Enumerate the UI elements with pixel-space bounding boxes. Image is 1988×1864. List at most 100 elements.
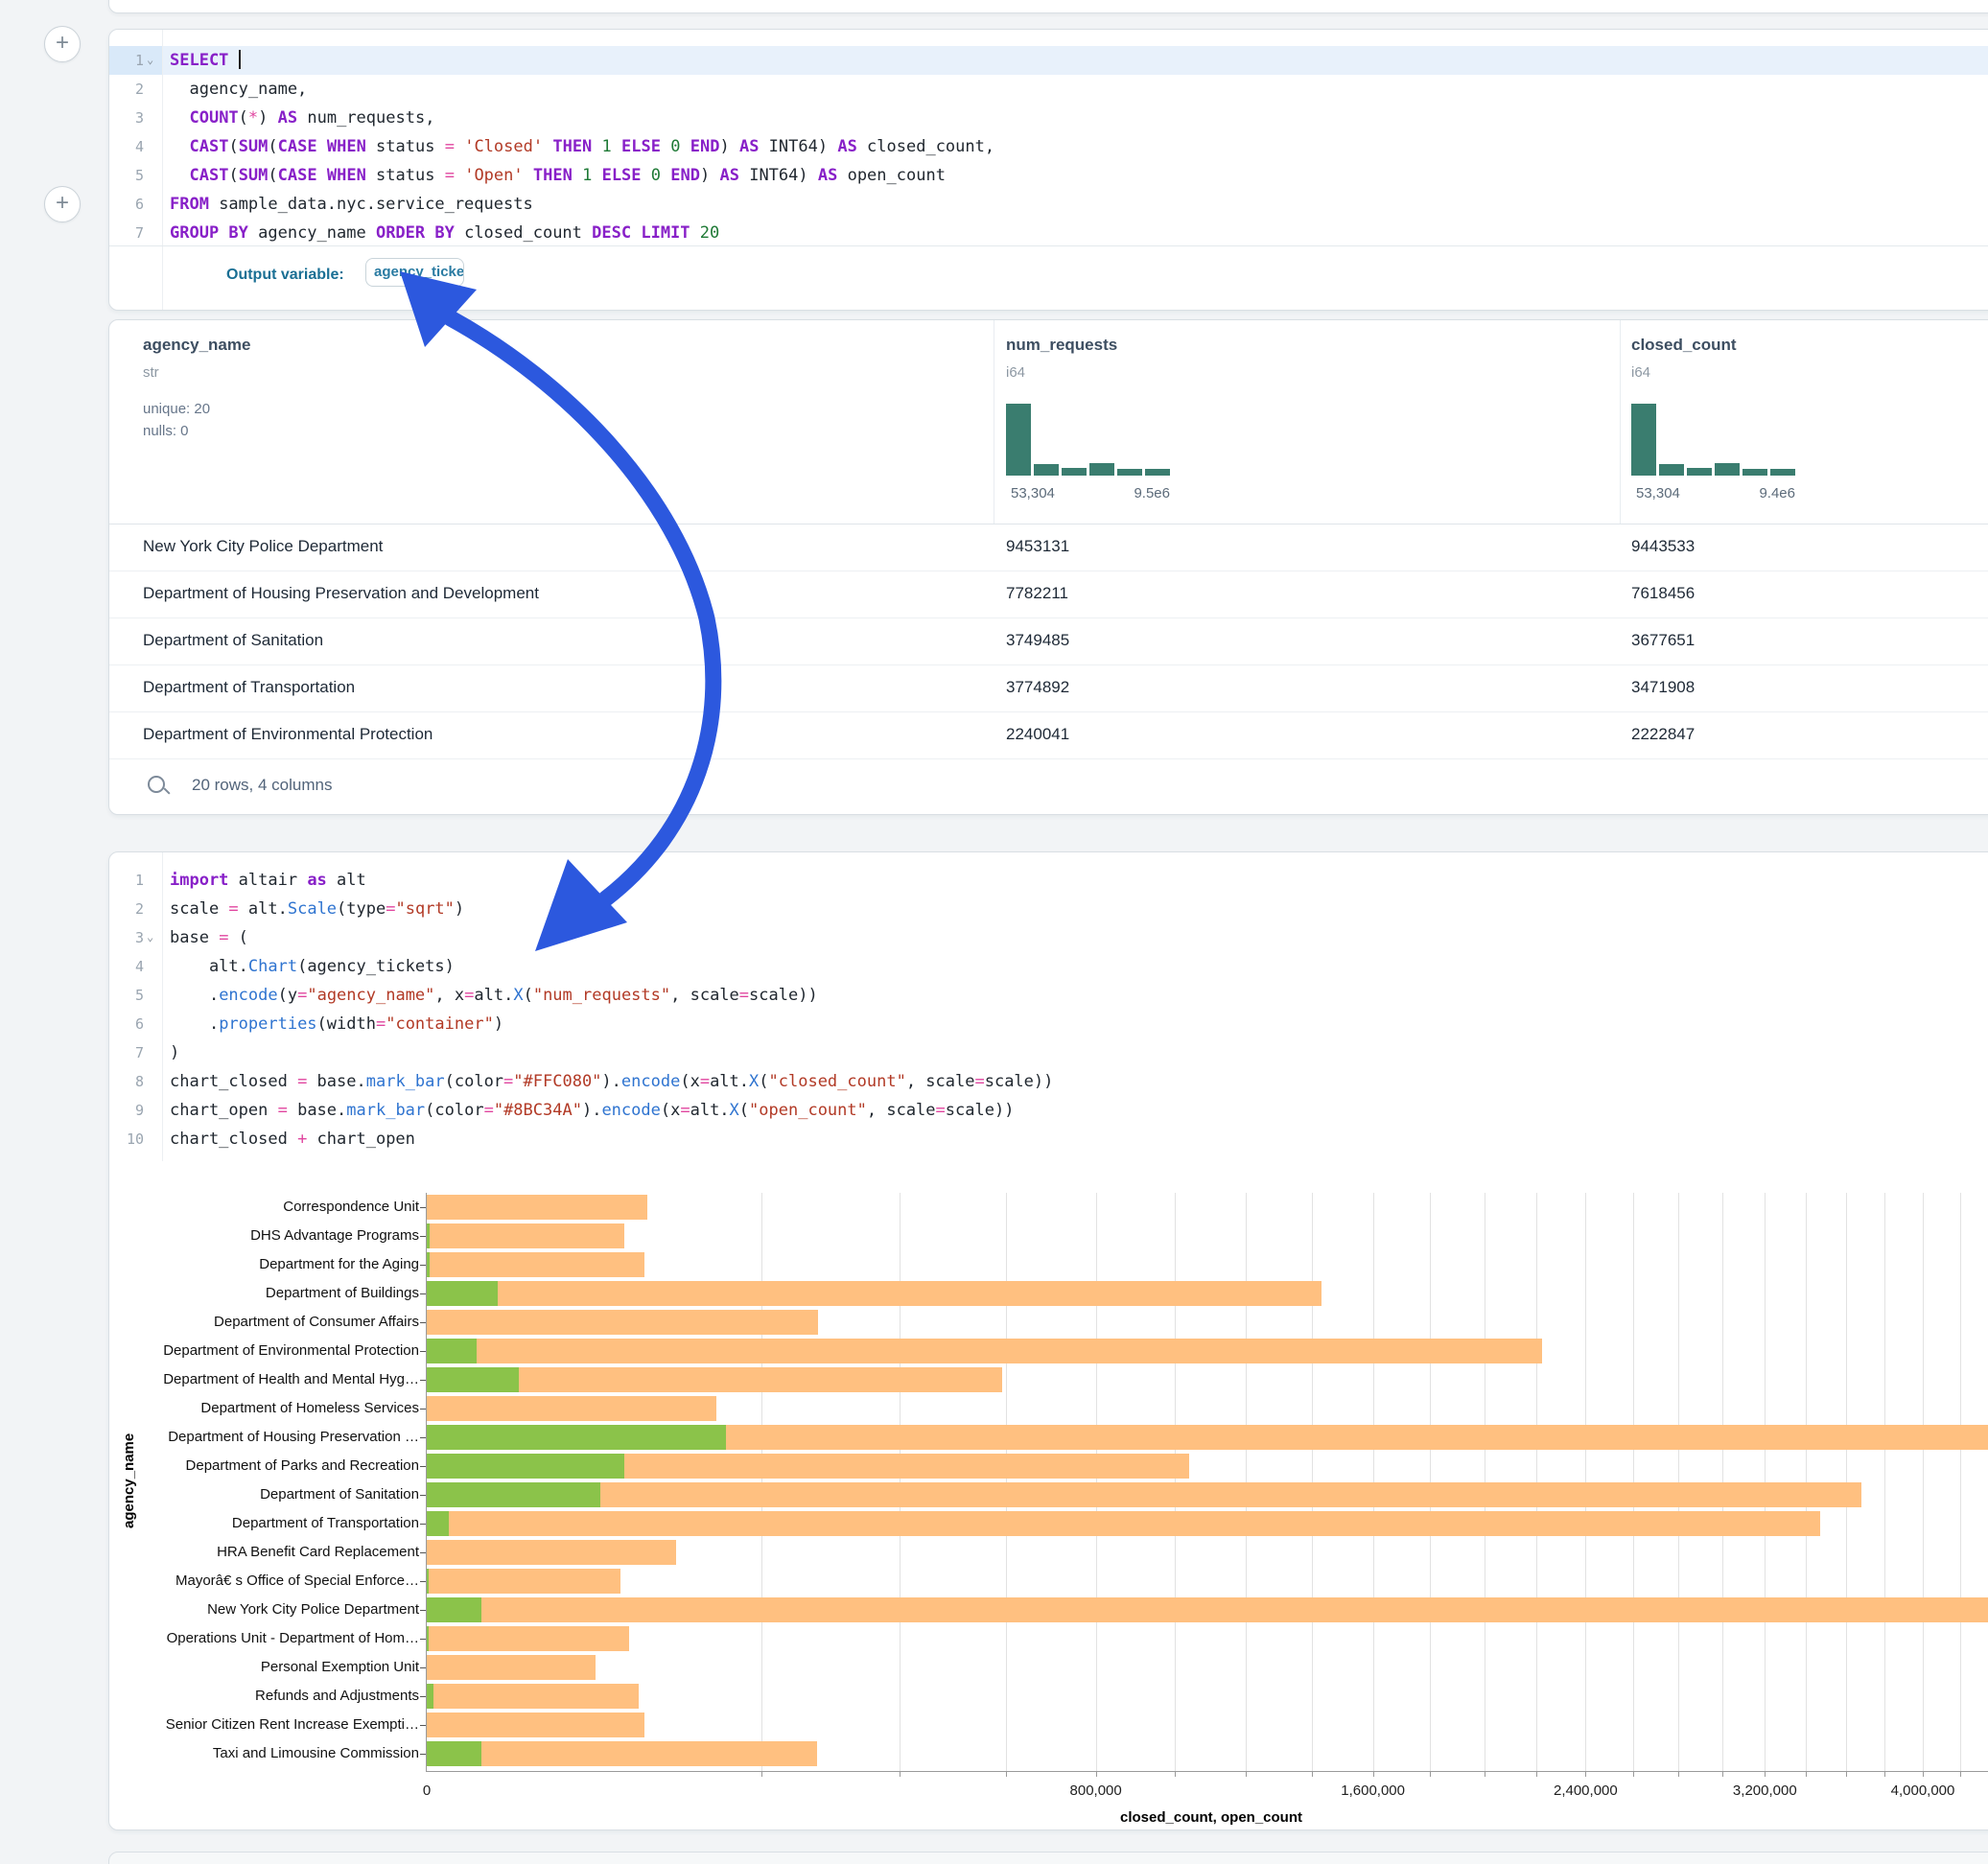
table-cell: 3774892 xyxy=(1006,678,1069,697)
y-axis-label: Department for the Aging xyxy=(114,1250,419,1279)
table-cell: 2222847 xyxy=(1631,725,1695,744)
table-cell: 3749485 xyxy=(1006,631,1069,650)
code-line[interactable]: 7GROUP BY agency_name ORDER BY closed_co… xyxy=(109,219,1988,247)
python-code-editor[interactable]: 1import altair as alt2scale = alt.Scale(… xyxy=(109,866,1988,1153)
y-axis-tick xyxy=(420,1725,426,1726)
y-axis-label: Department of Buildings xyxy=(114,1279,419,1308)
y-axis-label: DHS Advantage Programs xyxy=(114,1222,419,1250)
code-line[interactable]: 5 .encode(y="agency_name", x=alt.X("num_… xyxy=(109,981,1988,1010)
code-line[interactable]: 2scale = alt.Scale(type="sqrt") xyxy=(109,895,1988,923)
code-line[interactable]: 4 CAST(SUM(CASE WHEN status = 'Closed' T… xyxy=(109,132,1988,161)
bar-open-count xyxy=(427,1684,433,1709)
text-cursor xyxy=(239,50,241,69)
bar-closed-count xyxy=(427,1482,1861,1507)
bar-closed-count xyxy=(427,1713,644,1737)
code-line[interactable]: 3 COUNT(*) AS num_requests, xyxy=(109,104,1988,132)
bar-closed-count xyxy=(427,1223,624,1248)
add-cell-button-middle[interactable]: + xyxy=(44,186,81,222)
y-axis-tick xyxy=(420,1610,426,1611)
bar-closed-count xyxy=(427,1195,647,1220)
bar-closed-count xyxy=(427,1597,1988,1622)
code-line[interactable]: 1⌄SELECT xyxy=(109,46,1988,75)
line-number: 1 xyxy=(109,866,144,895)
x-axis-tick-label: 3,200,000 xyxy=(1733,1782,1797,1799)
fold-chevron-icon[interactable]: ⌄ xyxy=(147,45,153,74)
table-cell: 7618456 xyxy=(1631,584,1695,603)
y-axis-title: agency_name xyxy=(121,1433,137,1527)
code-line[interactable]: 6 .properties(width="container") xyxy=(109,1010,1988,1038)
x-axis-tick-label: 800,000 xyxy=(1070,1782,1122,1799)
sql-code-editor[interactable]: 1⌄SELECT 2 agency_name,3 COUNT(*) AS num… xyxy=(109,46,1988,247)
x-axis-tick-label: 1,600,000 xyxy=(1341,1782,1405,1799)
code-line[interactable]: 10chart_closed + chart_open xyxy=(109,1125,1988,1153)
table-cell: Department of Sanitation xyxy=(143,631,323,650)
output-variable-pill[interactable]: agency_tickets xyxy=(365,258,464,287)
table-row: Department of Environmental Protection22… xyxy=(109,711,1988,759)
line-number: 9 xyxy=(109,1096,144,1125)
table-cell: Department of Housing Preservation and D… xyxy=(143,584,539,603)
code-line[interactable]: 2 agency_name, xyxy=(109,75,1988,104)
code-line[interactable]: 6FROM sample_data.nyc.service_requests xyxy=(109,190,1988,219)
line-number: 6 xyxy=(109,1010,144,1038)
bar-closed-count xyxy=(427,1396,716,1421)
search-icon[interactable] xyxy=(146,774,171,799)
x-axis-line xyxy=(426,1771,1988,1772)
histogram-max-label: 9.4e6 xyxy=(1722,485,1795,501)
code-line[interactable]: 9chart_open = base.mark_bar(color="#8BC3… xyxy=(109,1096,1988,1125)
next-cell-edge xyxy=(108,1852,1988,1864)
table-cell: 9453131 xyxy=(1006,537,1069,556)
column-histogram xyxy=(1631,404,1798,476)
table-row: New York City Police Department945313194… xyxy=(109,524,1988,571)
line-number: 4 xyxy=(109,132,144,161)
y-axis-tick xyxy=(420,1466,426,1467)
bar-open-count xyxy=(427,1569,429,1594)
line-number: 5 xyxy=(109,981,144,1010)
bar-open-count xyxy=(427,1597,481,1622)
previous-cell-edge xyxy=(108,0,1988,13)
y-axis-tick xyxy=(420,1552,426,1553)
bar-closed-count xyxy=(427,1281,1321,1306)
y-axis-tick xyxy=(420,1380,426,1381)
table-row: Department of Sanitation37494853677651 xyxy=(109,617,1988,665)
table-cell: Department of Transportation xyxy=(143,678,355,697)
table-cell: 2240041 xyxy=(1006,725,1069,744)
fold-chevron-icon[interactable]: ⌄ xyxy=(147,922,153,951)
table-row: Department of Housing Preservation and D… xyxy=(109,571,1988,618)
output-variable-strip: Output variable: agency_tickets xyxy=(109,246,1988,309)
y-axis-label: Taxi and Limousine Commission xyxy=(114,1739,419,1768)
y-axis-label: Department of Transportation xyxy=(114,1509,419,1538)
column-name: num_requests xyxy=(1006,336,1117,355)
y-axis-tick xyxy=(420,1409,426,1410)
column-histogram xyxy=(1006,404,1173,476)
y-axis-tick xyxy=(420,1293,426,1294)
bar-open-count xyxy=(427,1741,481,1766)
bar-open-count xyxy=(427,1511,449,1536)
code-line[interactable]: 8chart_closed = base.mark_bar(color="#FF… xyxy=(109,1067,1988,1096)
code-line[interactable]: 5 CAST(SUM(CASE WHEN status = 'Open' THE… xyxy=(109,161,1988,190)
code-line[interactable]: 7) xyxy=(109,1038,1988,1067)
y-axis-tick xyxy=(420,1207,426,1208)
bar-open-count xyxy=(427,1454,624,1479)
code-line[interactable]: 4 alt.Chart(agency_tickets) xyxy=(109,952,1988,981)
add-cell-button-top[interactable]: + xyxy=(44,26,81,62)
bar-open-count xyxy=(427,1252,430,1277)
y-axis-tick xyxy=(420,1495,426,1496)
y-axis-label: Personal Exemption Unit xyxy=(114,1653,419,1682)
y-axis-label: HRA Benefit Card Replacement xyxy=(114,1538,419,1567)
line-number: 3 xyxy=(109,923,144,952)
histogram-max-label: 9.5e6 xyxy=(1097,485,1170,501)
bar-closed-count xyxy=(427,1540,676,1565)
y-axis-tick xyxy=(420,1696,426,1697)
y-axis-label: Refunds and Adjustments xyxy=(114,1682,419,1711)
table-cell: New York City Police Department xyxy=(143,537,383,556)
y-axis-label: Department of Consumer Affairs xyxy=(114,1308,419,1337)
y-axis-tick xyxy=(420,1322,426,1323)
code-line[interactable]: 1import altair as alt xyxy=(109,866,1988,895)
line-number: 1 xyxy=(109,46,144,75)
code-line[interactable]: 3⌄base = ( xyxy=(109,923,1988,952)
bar-closed-count xyxy=(427,1655,596,1680)
notebook-page: + + 1⌄SELECT 2 agency_name,3 COUNT(*) AS… xyxy=(0,0,1988,1864)
bar-closed-count xyxy=(427,1741,817,1766)
y-axis-label: Senior Citizen Rent Increase Exempti… xyxy=(114,1711,419,1739)
y-axis-label: Mayorâ€ s Office of Special Enforce… xyxy=(114,1567,419,1596)
